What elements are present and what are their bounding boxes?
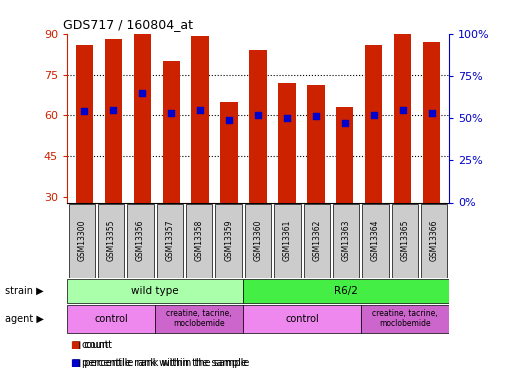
Text: GSM13300: GSM13300: [77, 219, 86, 261]
Text: control: control: [285, 314, 319, 324]
FancyBboxPatch shape: [98, 204, 124, 278]
Text: GDS717 / 160804_at: GDS717 / 160804_at: [63, 18, 194, 31]
Point: [312, 113, 320, 119]
Text: ■ percentile rank within the sample: ■ percentile rank within the sample: [72, 358, 250, 369]
Bar: [423, 42, 440, 203]
FancyBboxPatch shape: [392, 204, 418, 278]
Text: GSM13355: GSM13355: [107, 219, 116, 261]
FancyBboxPatch shape: [69, 204, 95, 278]
Text: GSM13364: GSM13364: [371, 219, 380, 261]
Point: [138, 90, 147, 96]
Point: [254, 112, 262, 118]
FancyBboxPatch shape: [362, 204, 389, 278]
Text: GSM13358: GSM13358: [195, 219, 204, 261]
FancyBboxPatch shape: [215, 204, 242, 278]
Text: GSM13357: GSM13357: [166, 219, 174, 261]
FancyBboxPatch shape: [274, 204, 301, 278]
Point: [80, 108, 89, 114]
Text: R6/2: R6/2: [334, 286, 358, 296]
Point: [109, 106, 118, 112]
Bar: [336, 107, 353, 202]
Text: ■ count: ■ count: [72, 340, 112, 350]
Point: [167, 110, 175, 116]
Bar: [394, 34, 411, 203]
Bar: [105, 39, 122, 203]
FancyBboxPatch shape: [186, 204, 213, 278]
FancyBboxPatch shape: [244, 279, 449, 303]
Text: percentile rank within the sample: percentile rank within the sample: [82, 358, 247, 369]
Text: strain ▶: strain ▶: [5, 286, 44, 296]
Point: [283, 115, 291, 121]
Text: GSM13360: GSM13360: [253, 219, 263, 261]
Text: ■: ■: [70, 358, 79, 369]
Bar: [278, 83, 296, 203]
Text: GSM13363: GSM13363: [342, 219, 350, 261]
Bar: [163, 61, 180, 202]
FancyBboxPatch shape: [361, 305, 449, 333]
FancyBboxPatch shape: [67, 305, 155, 333]
FancyBboxPatch shape: [157, 204, 183, 278]
Text: GSM13361: GSM13361: [283, 219, 292, 261]
Point: [398, 106, 407, 112]
Text: GSM13365: GSM13365: [400, 219, 409, 261]
FancyBboxPatch shape: [245, 204, 271, 278]
FancyBboxPatch shape: [155, 305, 244, 333]
Text: GSM13359: GSM13359: [224, 219, 233, 261]
FancyBboxPatch shape: [421, 204, 447, 278]
Point: [196, 106, 204, 112]
Bar: [365, 45, 382, 203]
Text: GSM13356: GSM13356: [136, 219, 145, 261]
FancyBboxPatch shape: [67, 279, 244, 303]
Bar: [134, 0, 151, 202]
Point: [427, 110, 436, 116]
Text: GSM13366: GSM13366: [430, 219, 439, 261]
FancyBboxPatch shape: [244, 305, 361, 333]
Bar: [220, 102, 238, 202]
Text: count: count: [82, 340, 109, 350]
FancyBboxPatch shape: [303, 204, 330, 278]
FancyBboxPatch shape: [127, 204, 154, 278]
Point: [341, 120, 349, 126]
Text: creatine, tacrine,
moclobemide: creatine, tacrine, moclobemide: [372, 309, 438, 328]
Text: control: control: [94, 314, 128, 324]
Text: wild type: wild type: [132, 286, 179, 296]
FancyBboxPatch shape: [333, 204, 359, 278]
Point: [369, 112, 378, 118]
Text: GSM13362: GSM13362: [312, 219, 321, 261]
Bar: [307, 86, 325, 202]
Bar: [191, 36, 209, 203]
Bar: [76, 45, 93, 203]
Text: creatine, tacrine,
moclobemide: creatine, tacrine, moclobemide: [167, 309, 232, 328]
Text: agent ▶: agent ▶: [5, 314, 44, 324]
Bar: [249, 50, 267, 202]
Point: [225, 117, 233, 123]
Text: ■: ■: [70, 340, 79, 350]
